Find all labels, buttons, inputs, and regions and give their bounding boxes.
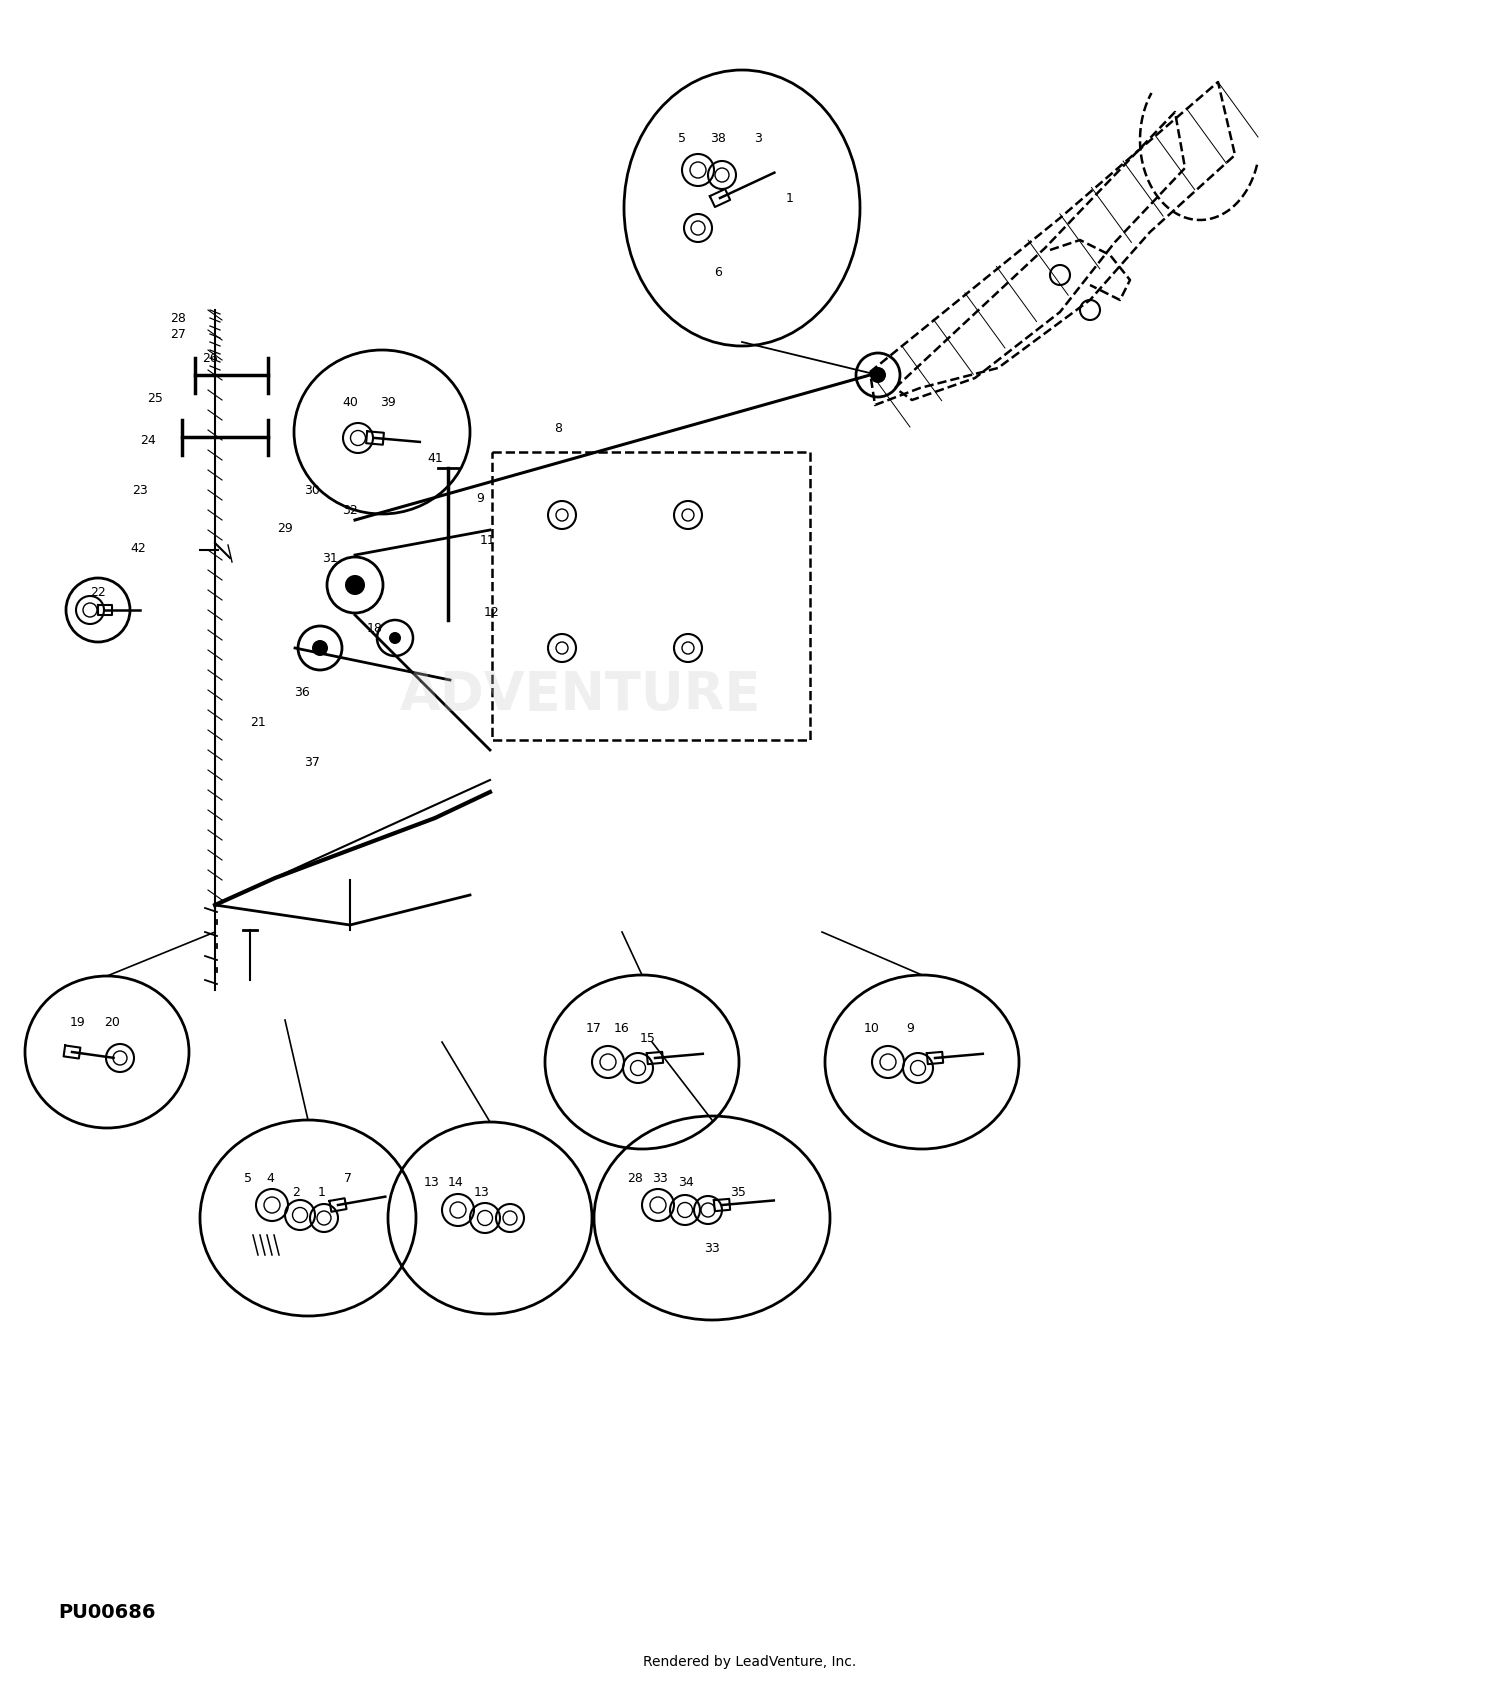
Text: 31: 31 — [322, 551, 338, 564]
Text: 29: 29 — [278, 522, 292, 534]
Circle shape — [388, 632, 400, 644]
Text: 18: 18 — [368, 622, 382, 634]
Text: 24: 24 — [140, 434, 156, 446]
Text: 26: 26 — [202, 351, 217, 364]
Text: 4: 4 — [266, 1171, 274, 1185]
Text: 16: 16 — [614, 1022, 630, 1034]
Text: 40: 40 — [342, 395, 358, 408]
Text: 19: 19 — [70, 1015, 86, 1029]
Text: 13: 13 — [424, 1176, 439, 1188]
Text: 9: 9 — [906, 1022, 914, 1034]
Text: 3: 3 — [754, 132, 762, 144]
Text: 11: 11 — [480, 534, 496, 546]
Text: 32: 32 — [342, 503, 358, 517]
Text: 9: 9 — [476, 492, 484, 505]
Text: 37: 37 — [304, 756, 320, 768]
Text: 14: 14 — [448, 1176, 464, 1188]
Text: 23: 23 — [132, 483, 148, 497]
Text: 27: 27 — [170, 329, 186, 341]
Text: 34: 34 — [678, 1176, 694, 1188]
Text: 15: 15 — [640, 1032, 656, 1044]
Text: 36: 36 — [294, 685, 310, 698]
Text: 12: 12 — [484, 605, 500, 619]
Text: 7: 7 — [344, 1171, 352, 1185]
Text: Rendered by LeadVenture, Inc.: Rendered by LeadVenture, Inc. — [644, 1654, 856, 1670]
Text: 10: 10 — [864, 1022, 880, 1034]
Text: 33: 33 — [652, 1171, 668, 1185]
Circle shape — [870, 368, 886, 383]
Text: 22: 22 — [90, 585, 106, 598]
Text: 1: 1 — [786, 192, 794, 205]
Text: 25: 25 — [147, 392, 164, 405]
Text: 30: 30 — [304, 483, 320, 497]
Text: 8: 8 — [554, 422, 562, 434]
Text: 13: 13 — [474, 1185, 490, 1198]
Text: ADVENTURE: ADVENTURE — [399, 670, 760, 720]
Bar — [492, 453, 810, 741]
Text: PU00686: PU00686 — [58, 1602, 156, 1622]
Circle shape — [345, 575, 364, 595]
Text: 42: 42 — [130, 541, 146, 554]
Text: 28: 28 — [170, 312, 186, 324]
Text: 28: 28 — [627, 1171, 644, 1185]
Text: 41: 41 — [427, 451, 442, 464]
Text: 33: 33 — [704, 1241, 720, 1254]
Text: 35: 35 — [730, 1185, 746, 1198]
Text: 5: 5 — [244, 1171, 252, 1185]
Text: 2: 2 — [292, 1185, 300, 1198]
Text: 38: 38 — [710, 132, 726, 144]
Text: 21: 21 — [251, 715, 266, 729]
Text: 5: 5 — [678, 132, 686, 144]
Text: 6: 6 — [714, 266, 722, 278]
Text: 1: 1 — [318, 1185, 326, 1198]
Text: 17: 17 — [586, 1022, 602, 1034]
Text: 20: 20 — [104, 1015, 120, 1029]
Circle shape — [312, 641, 328, 656]
Text: 39: 39 — [380, 395, 396, 408]
